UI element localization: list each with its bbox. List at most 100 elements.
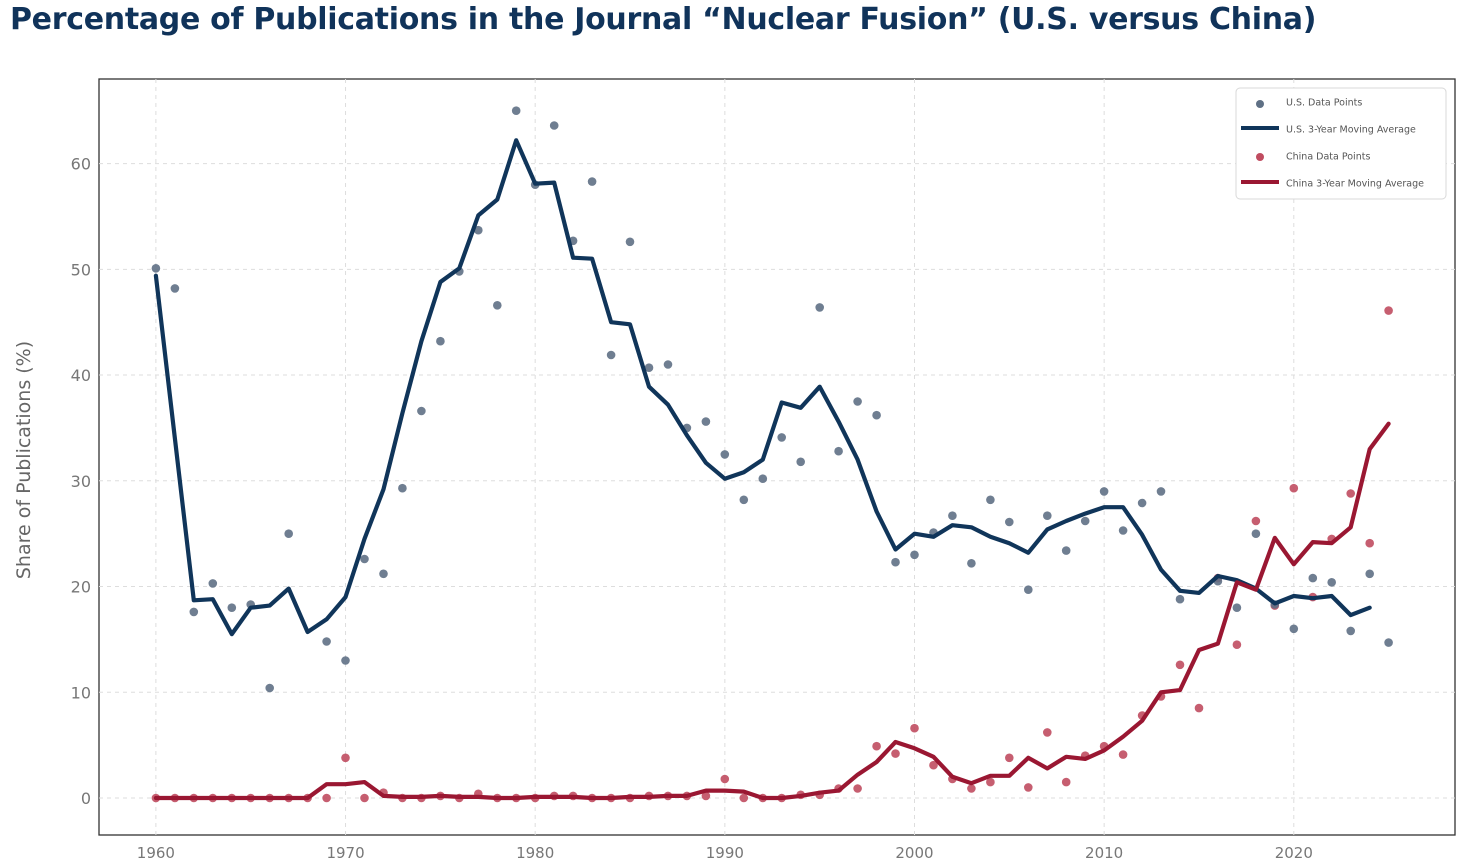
- u-s-data-points-point: [549, 121, 559, 130]
- china-data-points-point: [1232, 640, 1242, 649]
- u-s-data-points-series: [151, 106, 1393, 693]
- china-data-points-point: [1024, 783, 1033, 792]
- u-s-data-points-point: [398, 483, 407, 493]
- china-data-points-point: [910, 723, 919, 733]
- china-data-points-point: [1251, 516, 1261, 526]
- u-s-data-points-point: [1384, 638, 1393, 647]
- u-s-data-points-point: [1251, 529, 1261, 538]
- u-s-data-points-point: [625, 237, 635, 247]
- y-axis-label: Share of Publications (%): [13, 341, 35, 579]
- u-s-data-points-point: [208, 579, 218, 588]
- u-s-data-points-point: [606, 350, 616, 360]
- legend-china-points-label: China Data Points: [1286, 152, 1370, 163]
- u-s-data-points-point: [511, 106, 521, 115]
- u-s-data-points-point: [758, 474, 768, 484]
- u-s-3-year-moving-average-line: [153, 138, 1372, 637]
- china-data-points-point: [1346, 489, 1355, 498]
- x-tick-label: 2000: [895, 844, 933, 862]
- china-data-points-point: [739, 793, 749, 803]
- china-data-points-point: [891, 749, 900, 758]
- u-s-data-points-point: [227, 603, 237, 612]
- y-tick-label: 50: [71, 260, 91, 279]
- series-layer: [151, 106, 1393, 803]
- u-s-data-points-point: [1005, 517, 1014, 527]
- legend-us-points-marker: [1256, 100, 1264, 108]
- china-data-points-point: [1384, 306, 1393, 315]
- x-tick-label: 1960: [137, 844, 175, 862]
- u-s-data-points-point: [777, 433, 786, 442]
- u-s-data-points-point: [1308, 573, 1318, 583]
- china-data-points-point: [701, 791, 711, 801]
- u-s-data-points-point: [170, 284, 180, 293]
- u-s-data-points-point: [1080, 516, 1090, 526]
- y-tick-label: 60: [71, 155, 91, 174]
- u-s-data-points-point: [644, 363, 654, 373]
- u-s-data-points-point: [341, 656, 350, 665]
- u-s-data-points-point: [834, 446, 843, 456]
- china-data-points-point: [967, 784, 976, 793]
- china-3-year-moving-average-line: [153, 421, 1391, 801]
- u-s-data-points-point: [417, 406, 426, 416]
- u-s-data-points-point: [1118, 526, 1128, 535]
- china-data-points-point: [1043, 728, 1052, 737]
- china-data-points-point: [1175, 660, 1185, 670]
- u-s-data-points-point: [265, 683, 275, 693]
- u-s-data-points-point: [853, 397, 862, 406]
- china-3-year-moving-average-series: [153, 421, 1391, 801]
- u-s-data-points-point: [891, 557, 900, 567]
- y-tick-label: 0: [81, 789, 91, 808]
- china-data-points-point: [1061, 777, 1071, 787]
- u-s-data-points-point: [1346, 626, 1355, 636]
- u-s-data-points-point: [322, 637, 331, 646]
- u-s-data-points-point: [701, 417, 711, 426]
- china-data-points-point: [1365, 538, 1374, 548]
- x-tick-label: 1970: [326, 844, 364, 862]
- plot-area-frame: [98, 78, 1456, 836]
- u-s-data-points-point: [1043, 511, 1052, 520]
- y-tick-label: 20: [71, 578, 91, 597]
- y-tick-label: 40: [71, 366, 91, 385]
- x-tick-label: 1980: [516, 844, 554, 862]
- u-s-data-points-point: [587, 177, 597, 186]
- u-s-data-points-point: [1024, 585, 1033, 594]
- china-data-points-point: [1118, 750, 1128, 759]
- u-s-data-points-point: [967, 559, 976, 568]
- u-s-data-points-point: [284, 529, 294, 538]
- u-s-data-points-point: [1137, 498, 1147, 508]
- china-data-points-point: [341, 753, 350, 763]
- chart-title: Percentage of Publications in the Journa…: [10, 2, 1317, 37]
- u-s-data-points-point: [493, 301, 502, 310]
- china-data-points-point: [360, 793, 369, 803]
- u-s-data-points-point: [1175, 594, 1185, 604]
- legend-us-points-label: U.S. Data Points: [1286, 98, 1362, 109]
- china-data-points-point: [1289, 483, 1299, 493]
- china-data-points-point: [986, 777, 995, 787]
- china-data-points-point: [929, 760, 938, 770]
- legend-us-average-label: U.S. 3-Year Moving Average: [1286, 125, 1416, 136]
- china-data-points-point: [1194, 703, 1204, 713]
- u-s-data-points-point: [796, 457, 805, 467]
- u-s-data-points-point: [815, 303, 824, 312]
- u-s-data-points-point: [720, 450, 730, 459]
- u-s-data-points-point: [474, 225, 483, 235]
- y-tick-label: 30: [71, 472, 91, 491]
- china-data-points-point: [720, 774, 730, 784]
- u-s-data-points-point: [360, 554, 369, 564]
- x-tick-label: 1990: [706, 844, 744, 862]
- u-s-data-points-point: [151, 264, 161, 273]
- u-s-data-points-point: [1327, 578, 1336, 587]
- u-s-data-points-point: [1232, 603, 1242, 612]
- china-data-points-point: [322, 793, 331, 803]
- u-s-data-points-point: [739, 495, 749, 505]
- u-s-data-points-point: [1365, 569, 1374, 579]
- x-tick-label: 2020: [1275, 844, 1313, 862]
- china-data-points-point: [1005, 753, 1014, 763]
- legend: U.S. Data Points U.S. 3-Year Moving Aver…: [1235, 87, 1447, 200]
- legend-box: [1235, 87, 1447, 200]
- y-tick-label: 10: [71, 683, 91, 702]
- legend-china-points-marker: [1256, 153, 1264, 161]
- china-data-points-point: [853, 784, 862, 793]
- u-s-data-points-point: [986, 495, 995, 505]
- axis-ticks: 1960 1970 1980 1990 2000 2010 2020 0 10 20 30 40 50 6…: [71, 155, 1313, 862]
